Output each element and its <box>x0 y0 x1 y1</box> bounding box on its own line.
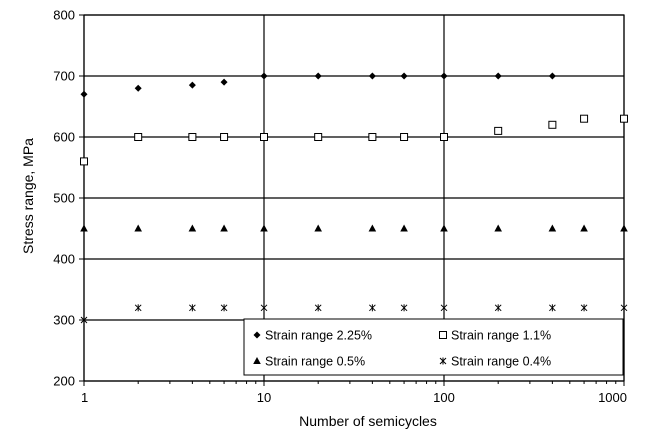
legend-label: Strain range 0.4% <box>451 355 551 369</box>
data-point <box>189 304 196 312</box>
data-point <box>494 304 502 312</box>
legend-marker <box>253 331 261 339</box>
data-point <box>400 304 408 312</box>
data-point <box>548 120 557 129</box>
data-point <box>134 84 142 92</box>
data-point <box>260 304 268 312</box>
x-axis-title: Number of semicycles <box>299 413 437 429</box>
x-tick-label: 1 <box>81 390 88 405</box>
data-point <box>369 304 376 312</box>
y-tick-label: 600 <box>53 130 75 145</box>
data-point <box>368 133 377 141</box>
data-point <box>134 304 142 312</box>
data-point <box>134 133 143 141</box>
data-point <box>548 224 557 232</box>
data-point <box>620 114 628 123</box>
legend-label: Strain range 0.5% <box>265 355 365 369</box>
legend-marker <box>439 331 447 339</box>
y-tick-label: 200 <box>53 374 75 389</box>
x-tick-label: 100 <box>433 390 455 405</box>
data-point <box>440 224 448 232</box>
legend-label: Strain range 2.25% <box>265 329 372 343</box>
data-point <box>260 133 268 141</box>
y-tick-label: 800 <box>53 8 75 23</box>
legend-box <box>243 318 624 376</box>
data-point <box>188 133 197 141</box>
data-point <box>80 157 88 166</box>
y-tick-label: 400 <box>53 252 75 267</box>
data-point <box>400 133 409 141</box>
data-point <box>314 224 322 232</box>
y-axis-ticks: 200 300 400 500 600 700 800 <box>53 8 84 389</box>
x-tick-label: 10 <box>257 390 271 405</box>
data-point <box>80 316 88 324</box>
data-point <box>494 72 502 80</box>
series-4 <box>80 304 628 324</box>
data-point <box>260 72 268 80</box>
data-point <box>220 224 228 232</box>
data-point <box>548 72 556 80</box>
x-axis-ticks: 1 10 100 1000 <box>81 381 627 405</box>
data-point <box>314 72 322 80</box>
data-point <box>260 224 268 232</box>
data-point <box>314 304 322 312</box>
data-point <box>494 224 502 232</box>
data-point <box>80 224 88 232</box>
series-2 <box>80 114 628 166</box>
data-point <box>440 304 448 312</box>
data-point <box>440 133 448 141</box>
legend: Strain range 2.25% Strain range 1.1% Strai… <box>243 318 624 376</box>
data-point <box>400 224 408 232</box>
data-point <box>620 304 628 312</box>
data-point <box>368 224 377 232</box>
data-point <box>400 72 408 80</box>
y-tick-label: 300 <box>53 313 75 328</box>
series-1 <box>80 72 556 98</box>
data-point <box>134 224 142 232</box>
data-point <box>220 304 228 312</box>
data-point <box>580 114 589 123</box>
data-point <box>440 72 448 80</box>
data-point <box>549 304 556 312</box>
data-point <box>188 224 197 232</box>
legend-marker <box>439 357 447 365</box>
data-point <box>494 126 503 135</box>
data-point <box>620 224 628 232</box>
y-tick-label: 500 <box>53 191 75 206</box>
legend-label: Strain range 1.1% <box>451 329 551 343</box>
data-points <box>80 72 628 324</box>
data-point <box>314 133 323 141</box>
data-point <box>368 72 376 80</box>
series-3 <box>80 224 628 232</box>
data-point <box>220 78 228 86</box>
x-tick-label: 1000 <box>598 390 627 405</box>
data-point <box>220 133 229 141</box>
data-point <box>188 81 196 89</box>
data-point <box>580 304 588 312</box>
legend-marker <box>253 357 261 364</box>
data-point <box>580 224 588 232</box>
data-point <box>80 90 88 98</box>
y-axis-title: Stress range, MPa <box>20 138 36 254</box>
y-tick-label: 700 <box>53 69 75 84</box>
